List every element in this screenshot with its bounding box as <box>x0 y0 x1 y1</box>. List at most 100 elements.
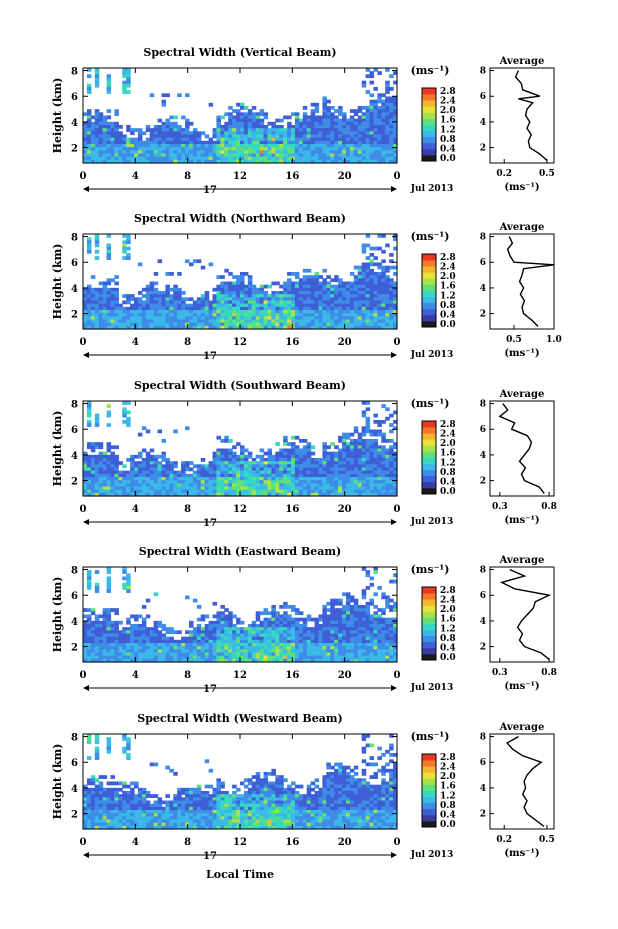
heatmap-cell <box>134 492 139 497</box>
heatmap-cell <box>137 489 143 494</box>
heatmap-cell <box>357 658 363 663</box>
heatmap-cell <box>200 156 206 161</box>
heatmap-cell <box>298 639 304 644</box>
heatmap-cell <box>165 464 170 469</box>
heatmap-cell <box>326 310 331 314</box>
heatmap-cell <box>118 649 123 654</box>
heatmap-cell <box>114 316 119 321</box>
heatmap-cell <box>291 284 296 289</box>
heatmap-cell <box>161 458 167 462</box>
heatmap-cell <box>145 144 151 148</box>
heatmap-cell <box>251 144 257 148</box>
heatmap-cell <box>259 454 265 459</box>
heatmap-cell <box>334 454 339 459</box>
heatmap-cell <box>326 137 331 142</box>
heatmap-cell <box>118 646 123 650</box>
heatmap-cell <box>86 442 92 446</box>
heatmap-cell <box>294 643 300 647</box>
heatmap-cell <box>357 128 363 132</box>
heatmap-cell <box>137 633 143 638</box>
heatmap-cell <box>161 627 167 631</box>
heatmap-cell <box>322 112 327 117</box>
heatmap-cell <box>196 137 202 142</box>
heatmap-cell <box>137 658 143 663</box>
heatmap-cell <box>361 646 367 650</box>
heatmap-cell <box>224 451 229 456</box>
heatmap-cell <box>216 137 221 142</box>
date-label: Jul 2013 <box>410 517 453 527</box>
heatmap-cell <box>177 147 182 151</box>
heatmap-cell <box>114 156 119 161</box>
heatmap-cell <box>232 319 237 324</box>
heatmap-cell <box>145 454 151 459</box>
heatmap-cell <box>349 652 355 657</box>
heatmap-cell <box>83 480 88 484</box>
heatmap-cell <box>243 297 249 302</box>
heatmap-cell <box>153 658 159 663</box>
heatmap-cell <box>385 243 390 248</box>
heatmap-cell <box>188 322 194 327</box>
colorbar-tick-label: 2.8 <box>440 253 456 263</box>
heatmap-cell <box>349 316 355 321</box>
heatmap-cell <box>86 655 92 660</box>
heatmap-cell <box>361 300 367 305</box>
heatmap-cell <box>365 407 371 412</box>
heatmap-cell <box>102 313 108 317</box>
heatmap-cell <box>212 492 218 497</box>
heatmap-cell <box>271 153 276 158</box>
heatmap-cell <box>275 451 280 456</box>
heatmap-cell <box>145 467 151 472</box>
heatmap-cell <box>287 310 292 314</box>
heatmap-cell <box>181 658 186 663</box>
heatmap-cell <box>342 303 347 308</box>
heatmap-cell <box>169 310 174 314</box>
heatmap-cell <box>338 435 343 440</box>
heatmap-cell <box>94 461 100 465</box>
heatmap-cell <box>326 451 331 456</box>
heatmap-cell <box>153 483 159 488</box>
heatmap-cell <box>153 655 159 660</box>
heatmap-cell <box>349 633 355 638</box>
heatmap-cell <box>86 112 92 117</box>
heatmap-cell <box>287 643 292 647</box>
heatmap-cell <box>102 627 108 631</box>
heatmap-cell <box>302 303 308 308</box>
heatmap-cell <box>255 483 261 488</box>
heatmap-cell <box>326 297 331 302</box>
heatmap-cell <box>228 134 233 139</box>
heatmap-cell <box>122 643 127 647</box>
heatmap-cell <box>141 486 147 491</box>
heatmap-cell <box>145 614 151 619</box>
heatmap-cell <box>353 643 359 647</box>
heatmap-cell <box>353 322 359 327</box>
heatmap-cell <box>330 325 335 330</box>
heatmap-cell <box>200 486 206 491</box>
heatmap-cell <box>98 483 104 488</box>
heatmap-cell <box>130 646 135 650</box>
heatmap-cell <box>228 121 233 126</box>
heatmap-cell <box>283 617 288 622</box>
heatmap-cell <box>275 134 280 139</box>
heatmap-cell <box>141 624 147 628</box>
heatmap-cell <box>389 454 394 459</box>
heatmap-cell <box>271 461 276 465</box>
heatmap-cell <box>188 620 194 625</box>
heatmap-cell <box>263 137 269 142</box>
heatmap-cell <box>240 284 245 289</box>
heatmap-cell <box>361 439 367 443</box>
colorbar-swatch <box>422 130 436 138</box>
heatmap-cell <box>369 473 375 478</box>
heatmap-cell <box>361 567 367 571</box>
heatmap-cell <box>326 655 331 660</box>
heatmap-cell <box>263 115 269 120</box>
heatmap-cell <box>232 118 237 123</box>
heatmap-cell <box>181 316 186 321</box>
heatmap-cell <box>373 87 378 91</box>
heatmap-cell <box>310 291 316 295</box>
heatmap-cell <box>118 643 123 647</box>
heatmap-cell <box>137 297 143 302</box>
heatmap-cell <box>86 483 92 488</box>
heatmap-cell <box>196 636 202 641</box>
heatmap-cell <box>393 310 398 314</box>
heatmap-cell <box>365 131 371 136</box>
